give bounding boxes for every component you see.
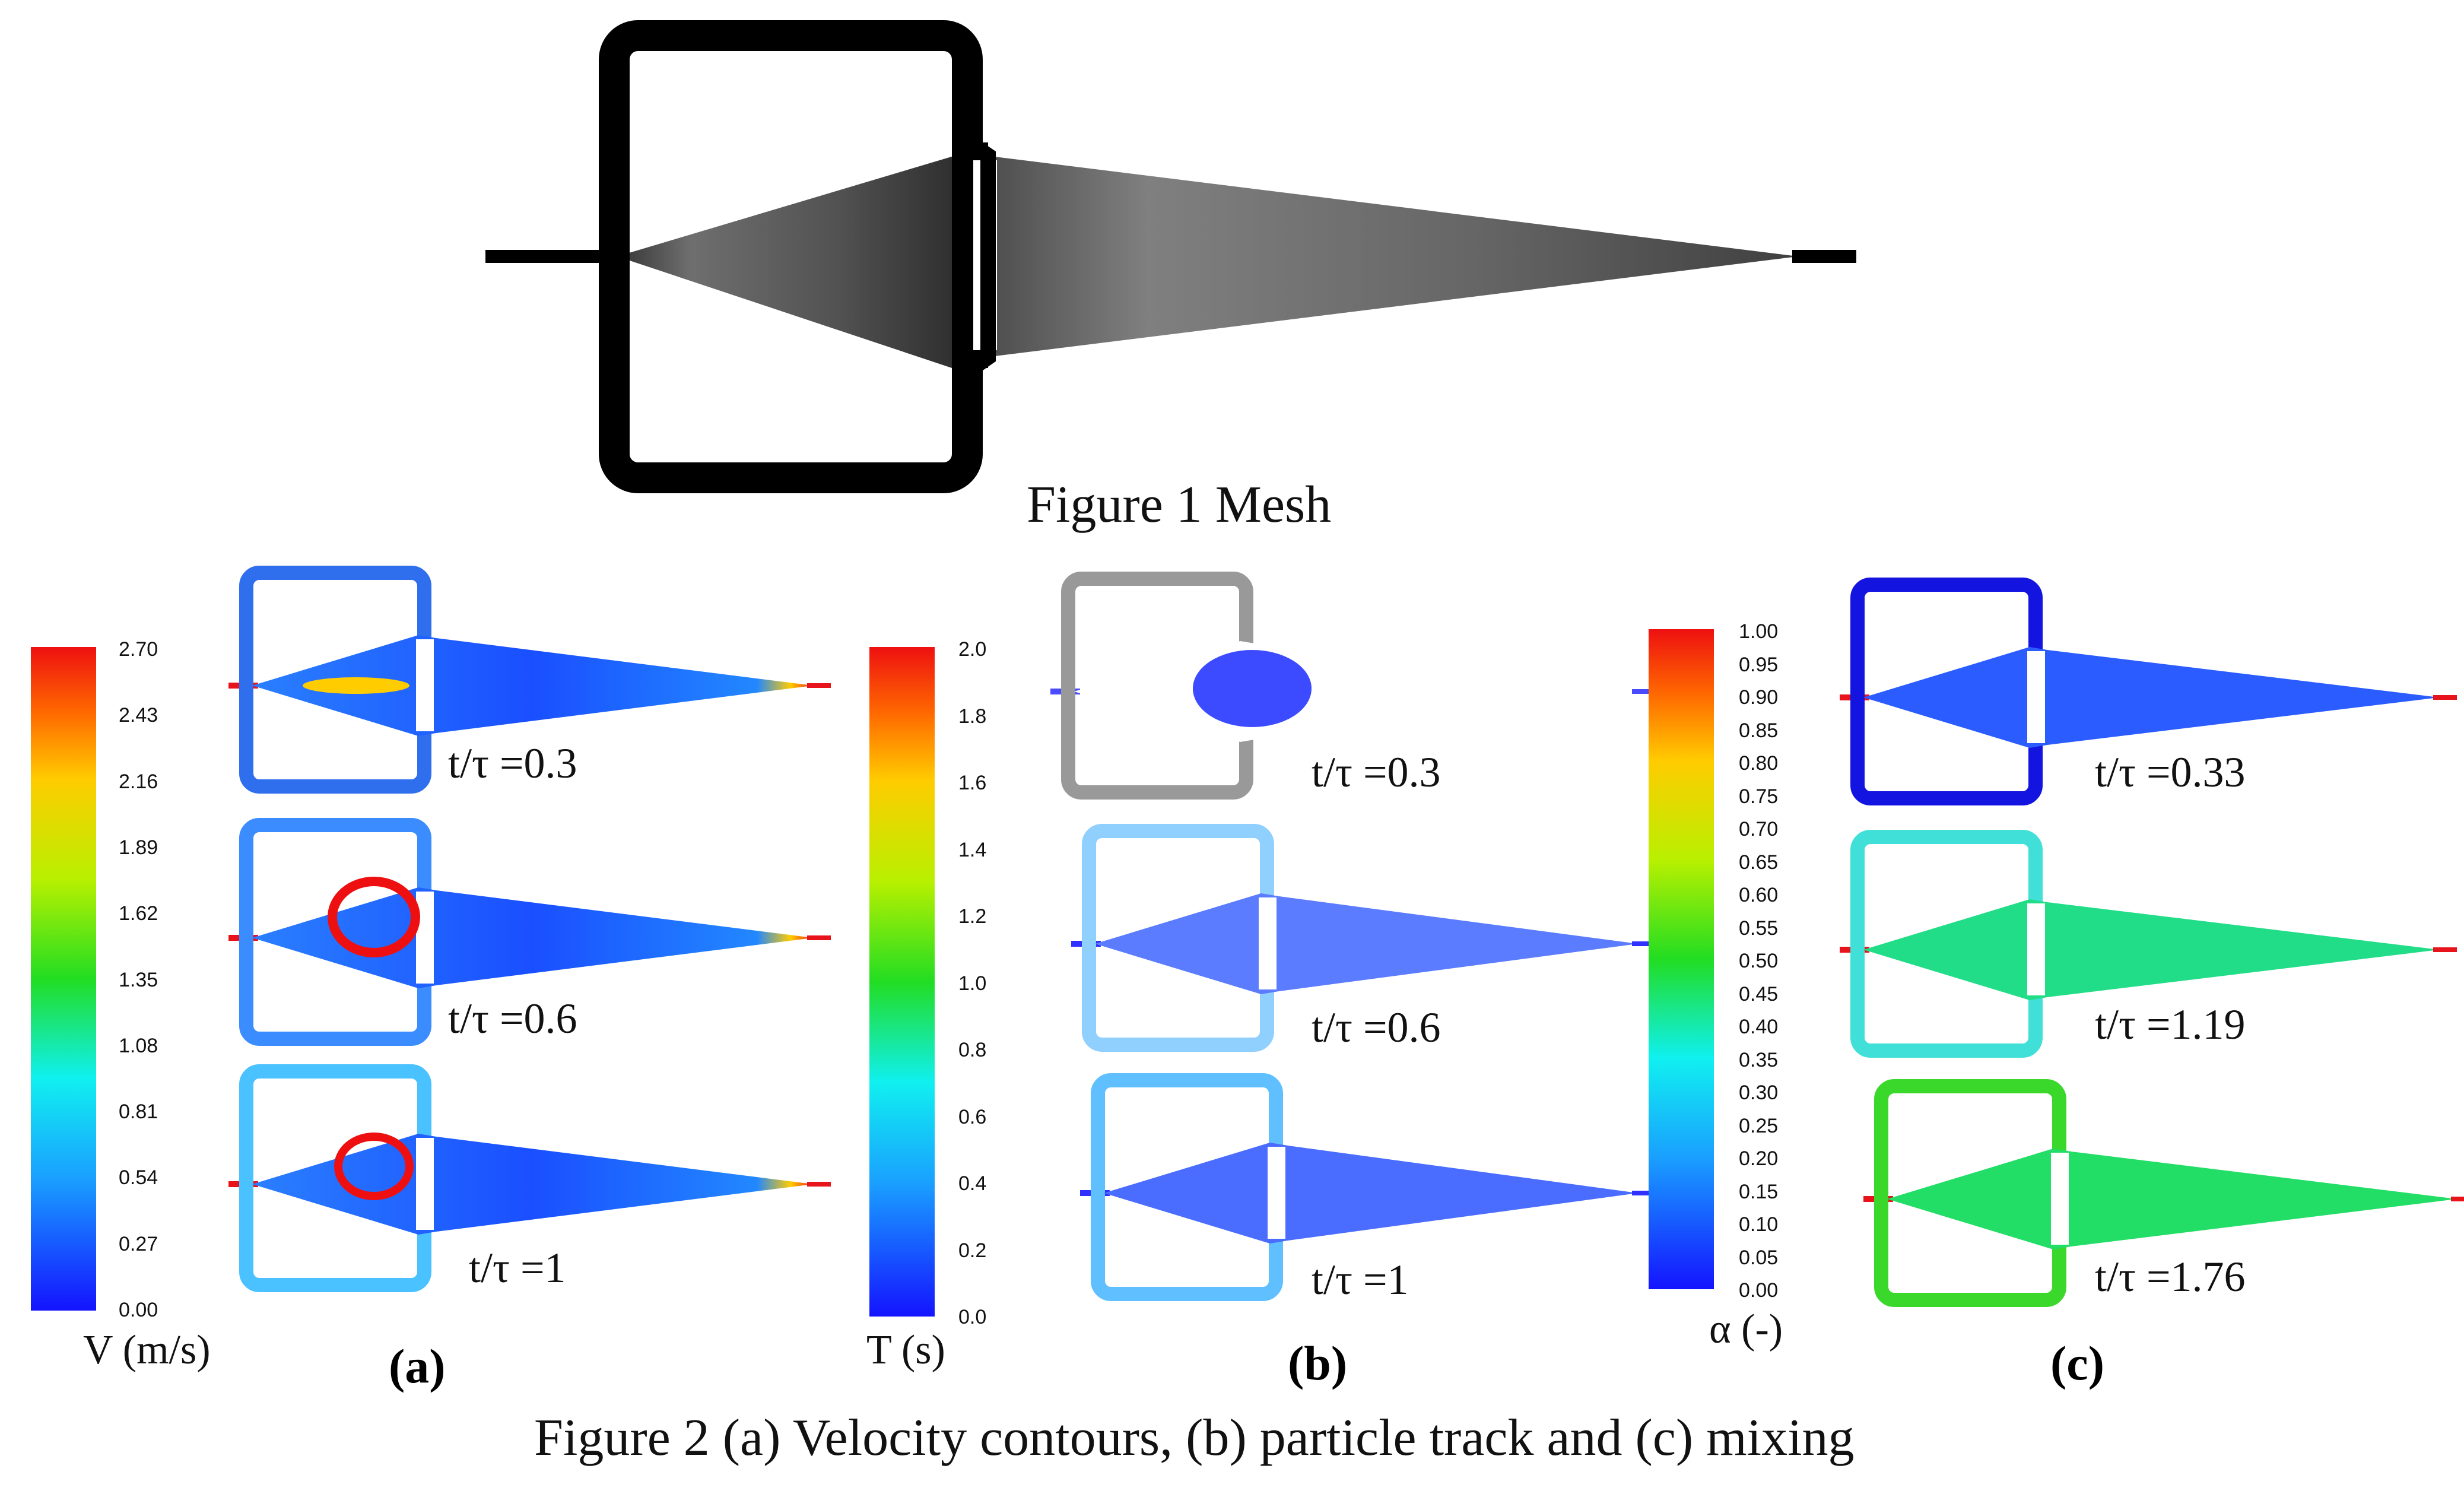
colorbar-tick-label: 0.90	[1739, 686, 1779, 709]
colorbar-tick-label: 0.00	[1739, 1279, 1779, 1302]
vortex	[328, 877, 420, 957]
colorbar-tick-label: 0.27	[119, 1232, 158, 1255]
colorbar-tick-label: 1.00	[1739, 620, 1779, 643]
colorbar-time	[869, 647, 935, 1317]
colorbar-tick-label: 0.25	[1739, 1114, 1779, 1137]
time-label-c1: t/τ =0.33	[2095, 748, 2246, 796]
particle-device-2	[1071, 824, 1656, 1052]
velocity-device-3	[228, 1064, 831, 1292]
colorbar-tick-label: 1.4	[958, 838, 987, 861]
colorbar-velocity-title: V (m/s)	[83, 1327, 211, 1373]
mixing-device-2	[1840, 830, 2457, 1058]
colorbar-alpha	[1649, 629, 1714, 1289]
colorbar-tick-label: 1.89	[119, 836, 158, 859]
colorbar-tick-label: 0.8	[958, 1039, 987, 1061]
colorbar-tick-label: 1.6	[958, 772, 987, 794]
colorbar-tick-label: 0.81	[119, 1100, 158, 1124]
velocity-device-1	[228, 566, 831, 794]
mixing-device-1	[1840, 578, 2457, 805]
time-label-b2: t/τ =0.6	[1312, 1004, 1441, 1051]
colorbar-tick-label: 0.20	[1739, 1147, 1779, 1170]
colorbar-tick-label: 0.00	[119, 1299, 158, 1321]
vortex	[334, 1133, 414, 1200]
time-label-a2: t/τ =0.6	[448, 995, 577, 1042]
colorbar-tick-label: 1.08	[119, 1034, 158, 1057]
colorbar-tick-label: 0.0	[958, 1306, 987, 1328]
colorbar-tick-label: 0.70	[1739, 818, 1779, 840]
colorbar-tick-label: 0.4	[958, 1172, 987, 1195]
colorbar-tick-label: 2.16	[119, 770, 158, 793]
colorbar-tick-label: 0.54	[119, 1166, 158, 1190]
time-label-c3: t/τ =1.76	[2095, 1253, 2246, 1300]
time-label-c2: t/τ =1.19	[2095, 1001, 2246, 1048]
colorbar-tick-label: 0.05	[1739, 1246, 1779, 1269]
mesh-figure	[485, 20, 1856, 493]
jet-core	[303, 677, 409, 694]
colorbar-alpha-title: α (-)	[1709, 1306, 1783, 1352]
colorbar-tick-label: 0.95	[1739, 653, 1779, 676]
colorbar-tick-label: 0.30	[1739, 1081, 1779, 1104]
time-label-a3: t/τ =1	[469, 1244, 566, 1292]
colorbar-tick-label: 0.50	[1739, 950, 1779, 972]
colorbar-tick-label: 0.6	[958, 1105, 987, 1128]
colorbar-tick-label: 0.75	[1739, 785, 1779, 808]
colorbar-tick-label: 1.62	[119, 902, 158, 925]
panel-label-a: (a)	[389, 1339, 446, 1393]
colorbar-velocity	[31, 647, 96, 1311]
colorbar-tick-label: 2.43	[119, 704, 158, 727]
colorbar-tick-label: 0.55	[1739, 916, 1779, 940]
time-label-a1: t/τ =0.3	[448, 740, 577, 787]
panel-label-b: (b)	[1288, 1336, 1348, 1390]
particle-cloud	[1193, 650, 1312, 727]
colorbar-tick-label: 0.40	[1739, 1016, 1779, 1038]
colorbar-tick-label: 0.45	[1739, 982, 1779, 1005]
time-label-b3: t/τ =1	[1312, 1256, 1409, 1303]
panel-label-c: (c)	[2050, 1336, 2105, 1390]
colorbar-tick-label: 1.8	[958, 705, 987, 728]
colorbar-tick-label: 2.70	[119, 638, 158, 661]
figure1-caption: Figure 1 Mesh	[1027, 476, 1332, 534]
colorbar-tick-label: 0.15	[1739, 1180, 1779, 1203]
colorbar-tick-label: 0.2	[958, 1239, 987, 1262]
particle-device-3	[1080, 1073, 1656, 1301]
colorbar-tick-label: 0.85	[1739, 719, 1779, 742]
colorbar-time-title: T (s)	[866, 1327, 945, 1373]
colorbar-tick-label: 1.35	[119, 968, 158, 991]
time-label-b1: t/τ =0.3	[1312, 748, 1441, 796]
colorbar-tick-label: 1.2	[958, 905, 987, 928]
colorbar-tick-label: 1.0	[958, 972, 987, 995]
mixing-device-3	[1863, 1079, 2464, 1307]
colorbar-tick-label: 0.60	[1739, 884, 1779, 906]
velocity-device-2	[228, 818, 831, 1046]
colorbar-tick-label: 0.65	[1739, 851, 1779, 874]
colorbar-tick-label: 0.80	[1739, 752, 1779, 775]
figure2-caption: Figure 2 (a) Velocity contours, (b) part…	[534, 1409, 1855, 1467]
colorbar-tick-label: 0.35	[1739, 1048, 1779, 1071]
colorbar-tick-label: 2.0	[958, 638, 987, 661]
colorbar-tick-label: 0.10	[1739, 1213, 1779, 1236]
